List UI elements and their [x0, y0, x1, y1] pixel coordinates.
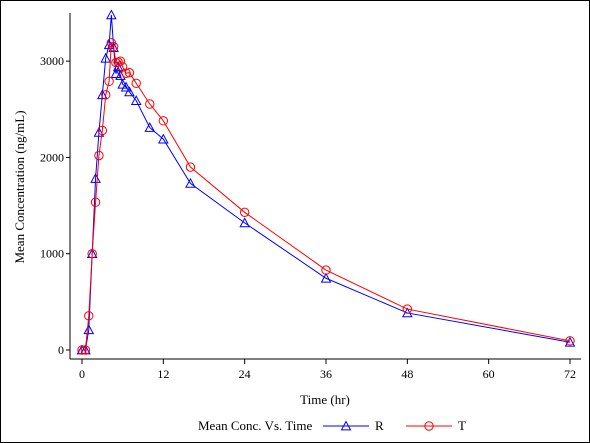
data-point-t	[131, 78, 141, 88]
data-point-t	[94, 150, 104, 161]
x-tick-label: 12	[157, 367, 169, 381]
data-point-r	[110, 68, 122, 78]
series-line-t	[82, 41, 571, 351]
data-point-t	[121, 68, 131, 78]
data-point-r	[120, 81, 132, 92]
data-point-r	[106, 9, 117, 20]
data-point-t	[115, 56, 126, 66]
legend-marker-r	[340, 420, 352, 431]
x-tick-label: 72	[564, 367, 576, 381]
data-point-r	[83, 324, 95, 335]
data-point-t	[124, 67, 135, 78]
data-point-r	[96, 89, 108, 100]
y-ticks: 0 1000 2000 3000	[40, 54, 70, 357]
data-point-t	[101, 90, 111, 100]
data-point-r	[144, 122, 156, 132]
data-point-r	[90, 173, 101, 183]
data-point-t	[87, 249, 97, 259]
data-point-t	[239, 207, 250, 218]
data-point-r	[93, 126, 105, 137]
series-line-r	[82, 14, 571, 351]
axes	[69, 13, 581, 360]
data-point-t	[77, 345, 87, 355]
data-point-t	[108, 42, 119, 52]
data-point-t	[90, 197, 101, 207]
data-point-r	[185, 177, 196, 188]
data-point-r	[157, 133, 169, 144]
data-point-r	[124, 86, 135, 97]
legend-title: Mean Conc. Vs. Time	[198, 418, 312, 433]
x-tick-label: 60	[483, 367, 495, 381]
data-point-t	[185, 162, 196, 172]
data-point-t	[321, 265, 331, 275]
x-tick-label: 48	[401, 367, 413, 381]
x-tick-label: 24	[239, 367, 251, 381]
y-axis-label: Mean Concentration (ng/mL)	[12, 110, 27, 263]
legend-label-t: T	[458, 418, 466, 433]
data-point-r	[564, 336, 576, 347]
data-point-t	[158, 116, 169, 126]
series-r	[76, 9, 576, 355]
data-point-t	[145, 99, 155, 109]
data-point-t	[104, 76, 114, 87]
data-point-t	[402, 304, 413, 314]
legend-item-r: R	[323, 418, 384, 433]
data-point-t	[80, 345, 91, 355]
data-point-t	[84, 311, 94, 321]
y-tick-label: 2000	[40, 150, 64, 164]
legend-label-r: R	[375, 418, 384, 433]
legend-item-t: T	[406, 418, 466, 433]
data-point-t	[97, 125, 108, 136]
x-ticks: 0 12 24 36 48 60 72	[79, 359, 576, 381]
series-t	[77, 38, 575, 355]
legend-marker-t	[424, 421, 434, 431]
y-tick-label: 0	[58, 343, 64, 357]
y-tick-label: 3000	[40, 54, 64, 68]
x-tick-label: 0	[79, 367, 85, 381]
y-tick-label: 1000	[40, 247, 64, 261]
data-point-r	[239, 217, 251, 228]
data-point-t	[565, 336, 575, 346]
x-axis-label: Time (hr)	[300, 392, 350, 407]
data-point-r	[320, 272, 332, 283]
series-plot-area	[76, 9, 576, 355]
data-point-r	[100, 52, 112, 63]
data-point-r	[130, 95, 142, 105]
x-tick-label: 36	[320, 367, 332, 381]
